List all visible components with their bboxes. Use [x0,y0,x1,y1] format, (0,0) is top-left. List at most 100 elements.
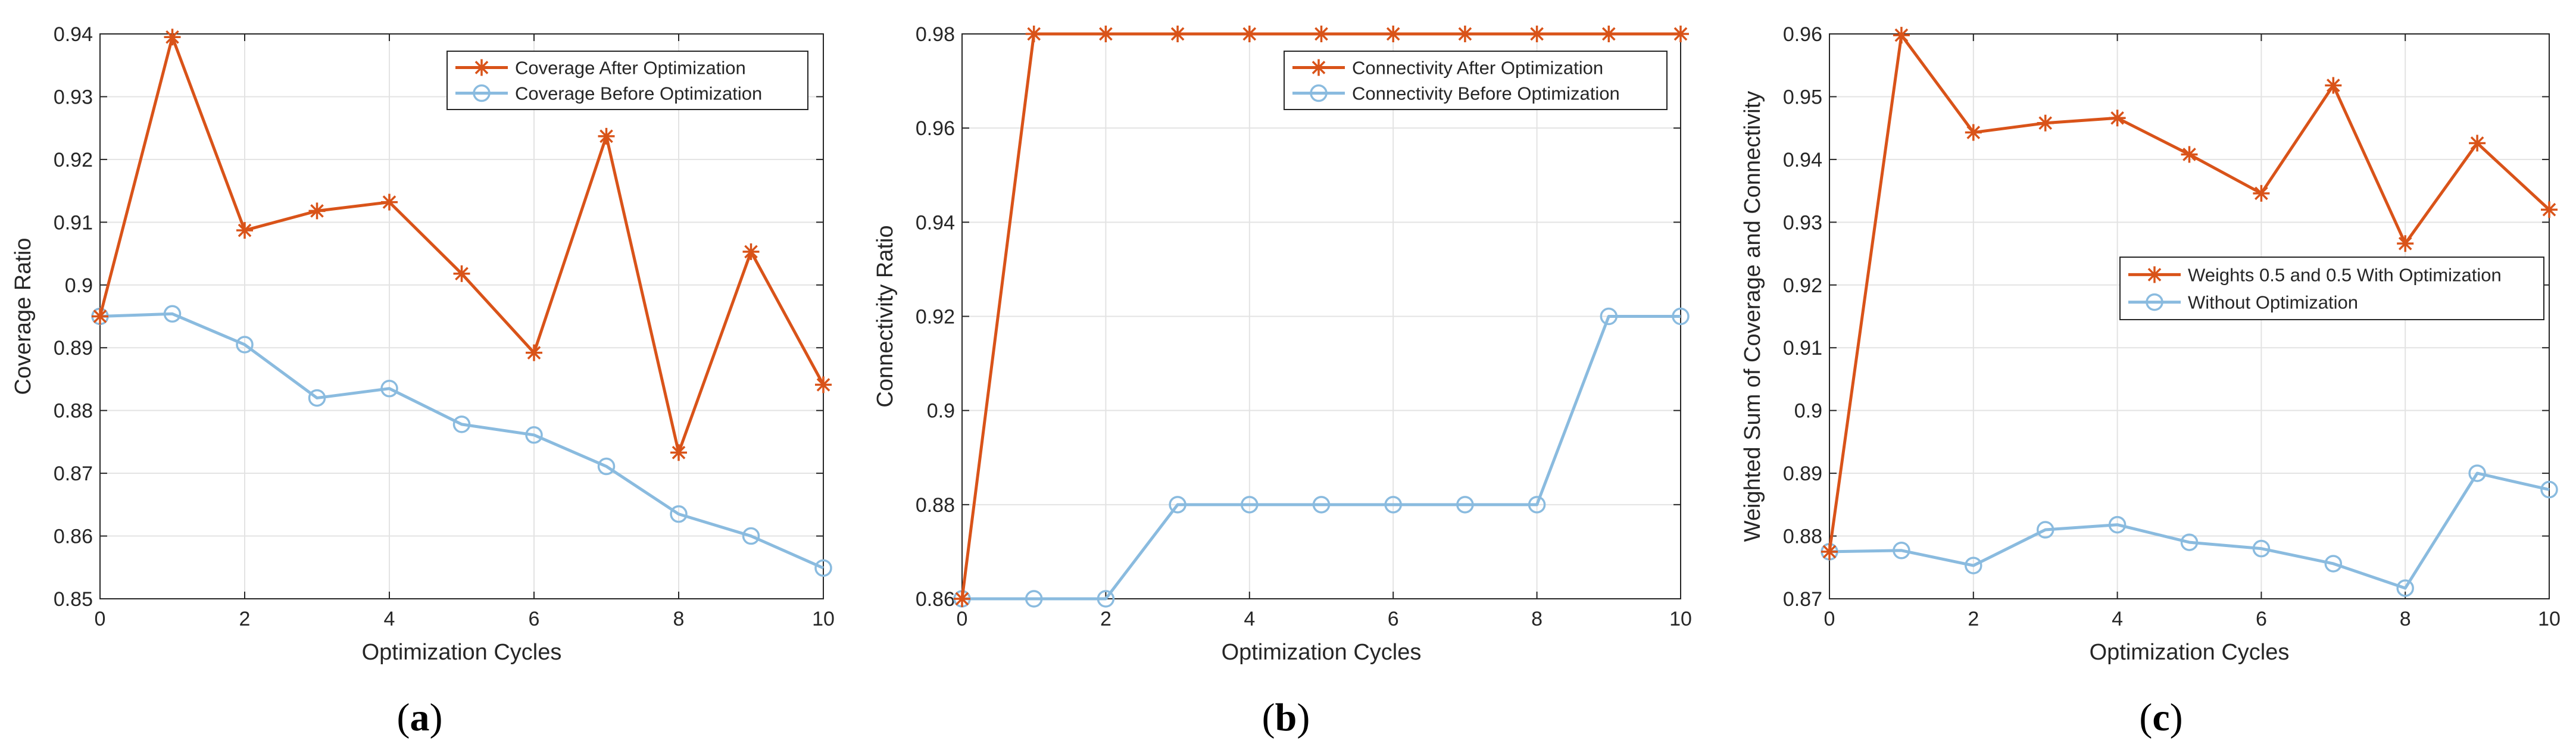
data-point [670,505,688,523]
data-point [526,344,542,361]
series-line [1829,471,2550,590]
data-point [1241,496,1259,514]
legend-item: Weights 0.5 and 0.5 With Optimization [2128,264,2502,285]
y-tick-label: 0.9 [65,274,93,297]
data-point [814,559,832,577]
y-axis-label: Weighted Sum of Coverage and Connectivit… [1740,91,1765,542]
data-point [1025,590,1043,608]
data-point [381,193,398,211]
data-point [2036,521,2054,539]
data-point-stroke-3 [672,445,686,460]
legend-marker-stroke-3 [1312,61,1326,74]
data-point [452,415,471,433]
x-tick-label: 6 [529,608,540,630]
data-point-stroke-3 [1170,27,1185,41]
data-point-stroke-3 [1530,27,1544,41]
legend-box [1284,51,1668,110]
x-tick-label: 0 [1824,608,1835,630]
panel-caption: (a) [397,696,443,739]
series-after [954,26,1689,607]
x-tick-label: 6 [2256,608,2267,630]
x-tick-label: 2 [1100,608,1111,630]
y-tick-label: 0.88 [54,400,93,423]
y-tick-label: 0.88 [916,494,955,517]
data-point [2324,555,2343,573]
legend: Weights 0.5 and 0.5 With Optimization Wit… [2119,257,2544,320]
data-point [954,590,970,607]
panel-caption: (b) [1262,696,1310,739]
data-point-stroke-3 [1966,126,1981,139]
data-point-stroke-3 [1027,27,1041,41]
legend-marker [2146,293,2163,311]
data-point-stroke-3 [1894,28,1909,42]
data-point [2469,135,2486,152]
data-point-stroke-3 [527,346,541,360]
series-line [99,312,825,570]
data-point [92,308,108,325]
data-point [2541,201,2558,218]
series-line [962,315,1681,601]
y-tick-label: 0.94 [916,211,955,234]
data-point [1384,496,1402,514]
x-tick-label: 4 [384,608,395,630]
data-point-stroke-3 [816,378,830,392]
legend-label: Without Optimization [2188,292,2358,313]
legend: Coverage After Optimization Coverage Befo… [446,51,808,110]
data-point-stroke-3 [2182,148,2196,161]
series-before [1821,464,2558,597]
data-point [742,527,760,545]
data-point [2397,235,2414,252]
x-tick-label: 8 [2400,608,2411,630]
legend-label: Connectivity Before Optimization [1352,83,1620,104]
y-tick-label: 0.96 [916,117,955,140]
legend-label: Connectivity After Optimization [1352,57,1603,78]
y-tick-label: 0.9 [1794,400,1822,423]
data-point [2252,539,2271,558]
x-tick-label: 2 [1968,608,1979,630]
legend-box [2119,257,2544,320]
data-point [1672,26,1689,42]
data-point-stroke-3 [1822,545,1837,559]
y-tick-label: 0.96 [1783,23,1822,46]
y-tick-label: 0.86 [916,588,955,611]
data-point [1965,557,1982,574]
legend-marker-stroke-3 [2147,268,2162,282]
data-point [308,389,326,407]
series-before [953,307,1690,608]
y-tick-label: 0.87 [1783,588,1822,611]
x-tick-label: 10 [1669,608,1692,630]
data-point [525,426,543,444]
data-point [2468,464,2486,482]
data-point [236,336,254,354]
data-point [1893,542,1910,560]
data-point [2037,114,2054,132]
axes-frame [1829,33,2550,599]
data-point [815,376,832,393]
data-point [2540,480,2558,499]
data-point-stroke-3 [2398,236,2412,251]
panel-caption: (c) [2139,696,2182,739]
data-point-stroke-3 [2470,136,2484,150]
data-point [2180,533,2199,551]
x-tick-label: 8 [1531,608,1543,630]
data-point [2109,110,2126,127]
data-point [1893,27,1910,44]
data-point [1528,496,1546,514]
data-point-stroke-3 [1314,27,1328,41]
y-tick-label: 0.92 [54,149,93,171]
y-tick-label: 0.89 [54,337,93,360]
data-point-stroke-3 [455,267,469,281]
legend-label: Weights 0.5 and 0.5 With Optimization [2188,264,2502,285]
x-tick-label: 10 [812,608,835,630]
data-point [597,457,616,476]
data-point-stroke-3 [2110,111,2124,125]
plot-area [100,34,823,599]
legend-box [446,51,808,110]
data-point [1169,496,1186,514]
x-tick-label: 2 [239,608,251,630]
y-tick-label: 0.98 [916,23,955,46]
x-tick-label: 0 [95,608,106,630]
y-tick-label: 0.94 [54,23,93,46]
data-point [308,202,326,220]
y-tick-label: 0.9 [927,400,955,423]
